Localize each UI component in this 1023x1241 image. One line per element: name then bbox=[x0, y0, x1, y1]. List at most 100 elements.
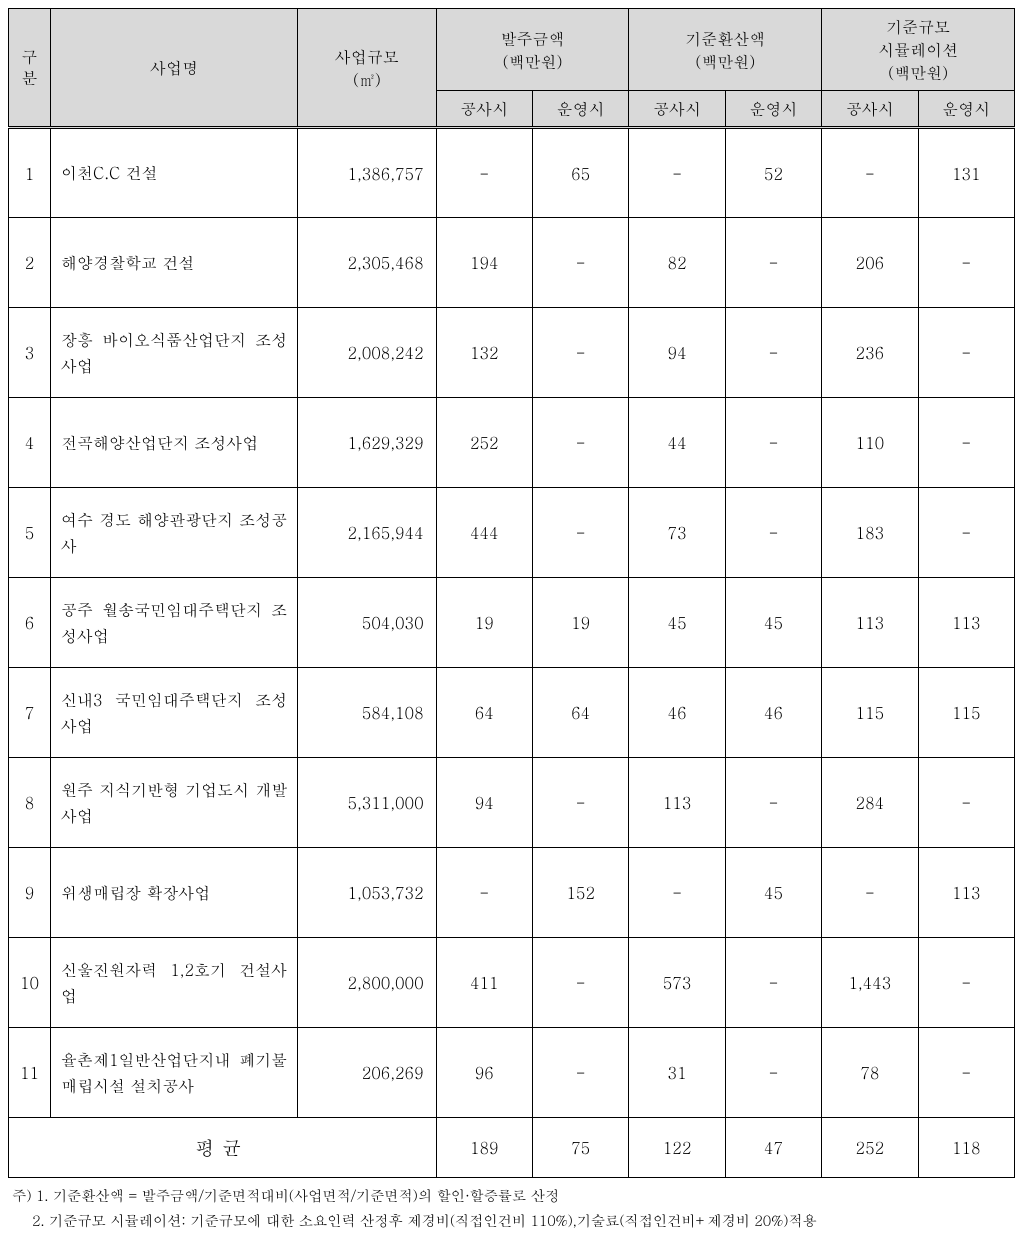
cell-scale: 2,008,242 bbox=[298, 308, 436, 398]
cell-name: 신내3 국민임대주택단지 조성사업 bbox=[51, 668, 298, 758]
cell-num: 7 bbox=[9, 668, 51, 758]
cell-avg-ref-oper: 47 bbox=[725, 1118, 821, 1178]
footnote-line-1: 주) 1. 기준환산액 = 발주금액/기준면적대비(사업면적/기준면적)의 할인… bbox=[12, 1184, 1015, 1209]
cell-order-const: 94 bbox=[436, 758, 532, 848]
cell-order-const: 252 bbox=[436, 398, 532, 488]
cell-order-oper: 64 bbox=[532, 668, 628, 758]
cell-sim-oper: - bbox=[918, 398, 1014, 488]
header-group-order: 발주금액 (백만원) bbox=[436, 9, 629, 91]
header-group-simulation: 기준규모 시뮬레이션 (백만원) bbox=[822, 9, 1015, 91]
cell-num: 5 bbox=[9, 488, 51, 578]
table-row: 6공주 월송국민임대주택단지 조성사업504,03019194545113113 bbox=[9, 578, 1015, 668]
cell-name: 원주 지식기반형 기업도시 개발사업 bbox=[51, 758, 298, 848]
cell-num: 2 bbox=[9, 218, 51, 308]
cell-ref-const: 73 bbox=[629, 488, 725, 578]
cell-scale: 1,629,329 bbox=[298, 398, 436, 488]
cell-sim-const: 206 bbox=[822, 218, 918, 308]
cell-ref-oper: - bbox=[725, 938, 821, 1028]
cell-ref-const: 44 bbox=[629, 398, 725, 488]
cell-average-label: 평균 bbox=[9, 1118, 437, 1178]
cell-ref-oper: 52 bbox=[725, 128, 821, 218]
cell-ref-const: 94 bbox=[629, 308, 725, 398]
cell-ref-oper: 46 bbox=[725, 668, 821, 758]
cell-ref-oper: - bbox=[725, 488, 821, 578]
table-row: 10신울진원자력 1,2호기 건설사업2,800,000411-573-1,44… bbox=[9, 938, 1015, 1028]
cell-order-const: - bbox=[436, 128, 532, 218]
project-cost-table: 구 분 사업명 사업규모 (㎡) 발주금액 (백만원) 기준환산액 (백만원) … bbox=[8, 8, 1015, 1178]
cell-name: 공주 월송국민임대주택단지 조성사업 bbox=[51, 578, 298, 668]
table-row: 7신내3 국민임대주택단지 조성사업584,10864644646115115 bbox=[9, 668, 1015, 758]
cell-sim-oper: - bbox=[918, 758, 1014, 848]
cell-sim-oper: - bbox=[918, 308, 1014, 398]
cell-sim-oper: 113 bbox=[918, 848, 1014, 938]
cell-avg-order-oper: 75 bbox=[532, 1118, 628, 1178]
table-row: 1이천C.C 건설1,386,757-65-52-131 bbox=[9, 128, 1015, 218]
header-sim-operation: 운영시 bbox=[918, 91, 1014, 128]
cell-sim-oper: - bbox=[918, 218, 1014, 308]
cell-sim-const: 78 bbox=[822, 1028, 918, 1118]
cell-order-oper: 19 bbox=[532, 578, 628, 668]
cell-order-const: 411 bbox=[436, 938, 532, 1028]
cell-order-oper: 152 bbox=[532, 848, 628, 938]
cell-order-oper: - bbox=[532, 1028, 628, 1118]
header-ref-operation: 운영시 bbox=[725, 91, 821, 128]
cell-ref-const: 573 bbox=[629, 938, 725, 1028]
cell-order-const: - bbox=[436, 848, 532, 938]
cell-ref-oper: 45 bbox=[725, 578, 821, 668]
table-row: 8원주 지식기반형 기업도시 개발사업5,311,00094-113-284- bbox=[9, 758, 1015, 848]
cell-order-oper: - bbox=[532, 758, 628, 848]
cell-scale: 584,108 bbox=[298, 668, 436, 758]
cell-sim-oper: 113 bbox=[918, 578, 1014, 668]
table-body: 1이천C.C 건설1,386,757-65-52-1312해양경찰학교 건설2,… bbox=[9, 128, 1015, 1178]
cell-sim-const: - bbox=[822, 848, 918, 938]
cell-order-const: 64 bbox=[436, 668, 532, 758]
cell-order-const: 19 bbox=[436, 578, 532, 668]
cell-sim-const: 1,443 bbox=[822, 938, 918, 1028]
cell-sim-oper: - bbox=[918, 488, 1014, 578]
table-row: 11율촌제1일반산업단지내 폐기물매립시설 설치공사206,26996-31-7… bbox=[9, 1028, 1015, 1118]
cell-scale: 2,305,468 bbox=[298, 218, 436, 308]
cell-ref-const: 45 bbox=[629, 578, 725, 668]
cell-ref-oper: - bbox=[725, 308, 821, 398]
cell-num: 9 bbox=[9, 848, 51, 938]
cell-ref-const: - bbox=[629, 128, 725, 218]
cell-order-oper: - bbox=[532, 938, 628, 1028]
cell-avg-order-const: 189 bbox=[436, 1118, 532, 1178]
header-scale: 사업규모 (㎡) bbox=[298, 9, 436, 128]
cell-num: 4 bbox=[9, 398, 51, 488]
cell-order-const: 194 bbox=[436, 218, 532, 308]
cell-num: 8 bbox=[9, 758, 51, 848]
cell-sim-oper: - bbox=[918, 1028, 1014, 1118]
cell-avg-sim-const: 252 bbox=[822, 1118, 918, 1178]
cell-name: 위생매립장 확장사업 bbox=[51, 848, 298, 938]
header-order-construction: 공사시 bbox=[436, 91, 532, 128]
cell-sim-const: 113 bbox=[822, 578, 918, 668]
cell-ref-const: 82 bbox=[629, 218, 725, 308]
table-row-average: 평균1897512247252118 bbox=[9, 1118, 1015, 1178]
header-number: 구 분 bbox=[9, 9, 51, 128]
cell-num: 1 bbox=[9, 128, 51, 218]
cell-num: 6 bbox=[9, 578, 51, 668]
cell-order-oper: - bbox=[532, 308, 628, 398]
cell-sim-const: 236 bbox=[822, 308, 918, 398]
header-order-operation: 운영시 bbox=[532, 91, 628, 128]
cell-ref-const: - bbox=[629, 848, 725, 938]
cell-sim-const: - bbox=[822, 128, 918, 218]
header-ref-construction: 공사시 bbox=[629, 91, 725, 128]
cell-sim-const: 110 bbox=[822, 398, 918, 488]
cell-name: 여수 경도 해양관광단지 조성공사 bbox=[51, 488, 298, 578]
cell-sim-const: 183 bbox=[822, 488, 918, 578]
cell-name: 해양경찰학교 건설 bbox=[51, 218, 298, 308]
cell-order-oper: 65 bbox=[532, 128, 628, 218]
cell-order-oper: - bbox=[532, 398, 628, 488]
table-row: 5여수 경도 해양관광단지 조성공사2,165,944444-73-183- bbox=[9, 488, 1015, 578]
cell-order-const: 96 bbox=[436, 1028, 532, 1118]
header-name: 사업명 bbox=[51, 9, 298, 128]
cell-order-const: 444 bbox=[436, 488, 532, 578]
cell-name: 전곡해양산업단지 조성사업 bbox=[51, 398, 298, 488]
cell-ref-oper: - bbox=[725, 398, 821, 488]
cell-sim-oper: 131 bbox=[918, 128, 1014, 218]
table-row: 3장흥 바이오식품산업단지 조성사업2,008,242132-94-236- bbox=[9, 308, 1015, 398]
cell-scale: 2,800,000 bbox=[298, 938, 436, 1028]
cell-name: 율촌제1일반산업단지내 폐기물매립시설 설치공사 bbox=[51, 1028, 298, 1118]
